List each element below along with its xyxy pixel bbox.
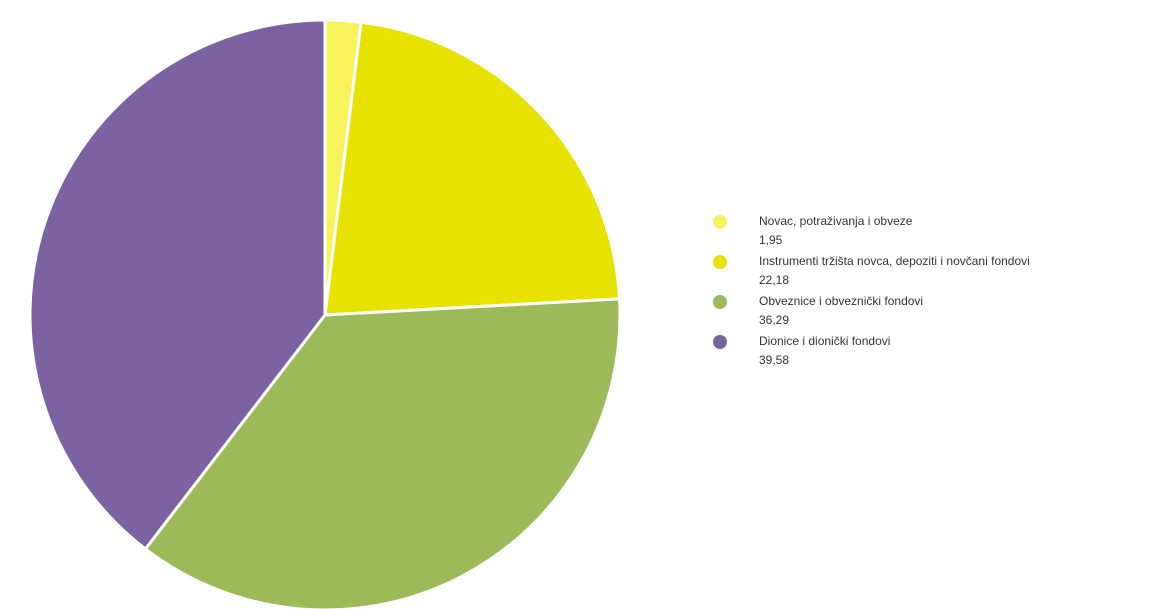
- legend-label-4: Dionice i dionički fondovi: [759, 334, 891, 348]
- legend-marker-3: [713, 295, 727, 309]
- pie-slice-3[interactable]: [143, 297, 622, 609]
- legend-value-4: 39,58: [759, 353, 790, 367]
- legend-value-2: 22,18: [759, 273, 790, 287]
- legend-value-1: 1,95: [759, 233, 783, 247]
- legend-label-2: Instrumenti tržišta novca, depoziti i no…: [759, 254, 1030, 268]
- legend-item-4[interactable]: Dionice i dionički fondovi 39,58: [712, 332, 1174, 372]
- legend: Novac, potraživanja i obveze 1,95 Instrume…: [712, 212, 1174, 372]
- legend-marker-4: [713, 335, 727, 349]
- pie-slice-4[interactable]: [28, 18, 327, 551]
- pie-slice-2[interactable]: [323, 20, 622, 317]
- legend-item-1[interactable]: Novac, potraživanja i obveze 1,95: [712, 212, 1174, 252]
- legend-item-2[interactable]: Instrumenti tržišta novca, depoziti i no…: [712, 252, 1174, 292]
- legend-label-3: Obveznice i obveznički fondovi: [759, 294, 924, 308]
- legend-marker-1: [713, 215, 727, 229]
- legend-item-3[interactable]: Obveznice i obveznički fondovi 36,29: [712, 292, 1174, 332]
- legend-label-1: Novac, potraživanja i obveze: [759, 214, 913, 228]
- legend-marker-2: [713, 255, 727, 269]
- legend-value-3: 36,29: [759, 313, 790, 327]
